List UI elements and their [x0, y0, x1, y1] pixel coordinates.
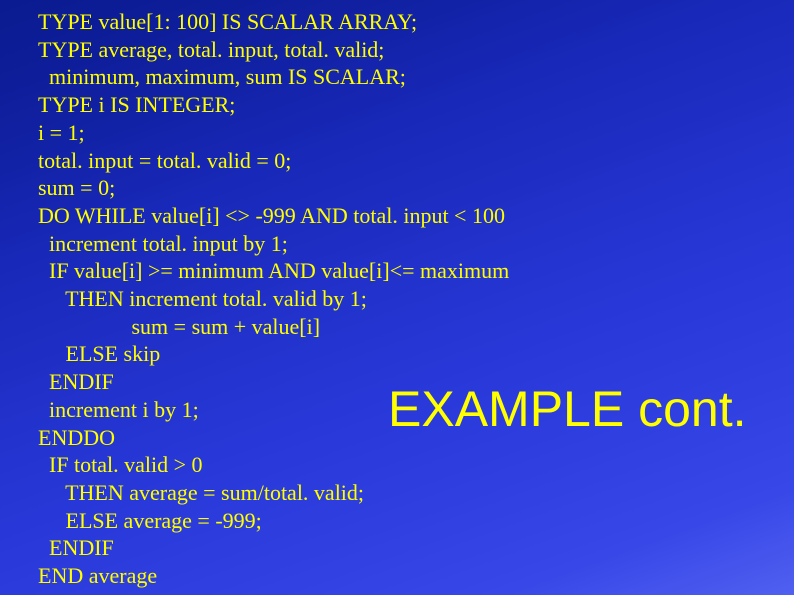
- slide-heading: EXAMPLE cont.: [388, 380, 747, 438]
- pseudocode-block: TYPE value[1: 100] IS SCALAR ARRAY; TYPE…: [38, 8, 509, 590]
